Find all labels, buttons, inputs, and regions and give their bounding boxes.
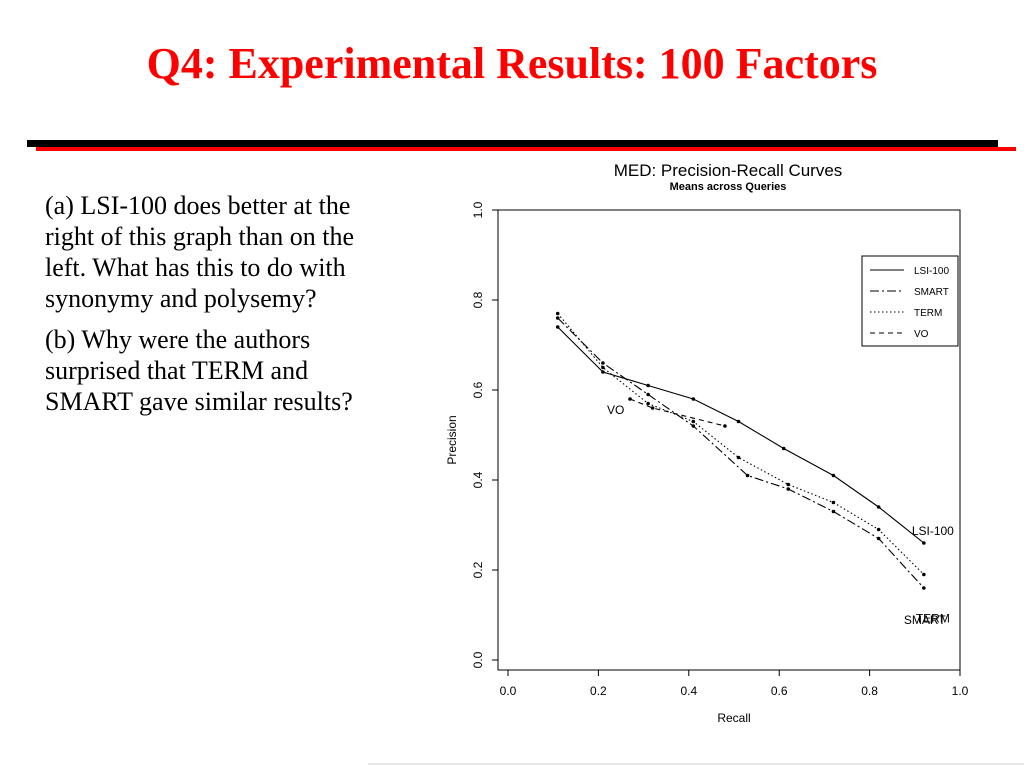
- series-line-lsi-100: [557, 326, 925, 544]
- series-end-label-smart: SMART: [904, 613, 946, 627]
- chart-subtitle: Means across Queries: [670, 181, 787, 193]
- x-tick-label: 1.0: [952, 684, 969, 698]
- data-point-term: [876, 527, 881, 532]
- precision-recall-chart: MED: Precision-Recall Curves Means acros…: [445, 161, 969, 725]
- data-point-term: [691, 419, 696, 424]
- slide-title: Q4: Experimental Results: 100 Factors: [146, 39, 878, 88]
- x-tick-label: 0.0: [500, 684, 517, 698]
- data-point-lsi-100: [876, 505, 881, 509]
- data-point-term: [646, 401, 650, 406]
- data-point-smart: [646, 392, 650, 397]
- data-point-lsi-100: [922, 541, 926, 545]
- question-a: (a) LSI-100 does better at the right of …: [45, 191, 355, 313]
- data-point-smart: [745, 473, 750, 478]
- x-axis-label: Recall: [717, 711, 750, 725]
- series-end-label-term: TERM: [916, 612, 950, 626]
- series-line-term: [557, 313, 925, 575]
- x-tick-label: 0.4: [680, 684, 697, 698]
- data-point-smart: [876, 536, 881, 541]
- scan-edge-line: [368, 763, 1024, 765]
- series-end-label-lsi-100: LSI-100: [912, 524, 954, 538]
- data-point-term: [831, 500, 836, 505]
- legend-label-vo: VO: [914, 329, 929, 340]
- legend-label-smart: SMART: [914, 287, 949, 298]
- legend-label-lsi-100: LSI-100: [914, 266, 949, 277]
- legend-label-term: TERM: [914, 308, 942, 319]
- data-point-vo: [628, 397, 632, 401]
- data-point-lsi-100: [691, 397, 696, 401]
- x-tick-label: 0.2: [590, 684, 607, 698]
- x-tick-label: 0.6: [771, 684, 788, 698]
- legend-box: [861, 255, 959, 347]
- data-point-lsi-100: [646, 383, 650, 388]
- series-line-smart: [557, 317, 925, 589]
- question-b: (b) Why were the authors surprised that …: [45, 325, 353, 416]
- series-end-label-vo: VO: [607, 403, 624, 417]
- data-point-term: [601, 365, 605, 370]
- y-axis-label: Precision: [445, 415, 459, 464]
- data-point-smart: [786, 487, 791, 491]
- data-point-smart: [691, 424, 696, 428]
- y-tick-label: 0.4: [471, 471, 485, 488]
- data-point-smart: [831, 509, 836, 514]
- question-list: (a) LSI-100 does better at the right of …: [45, 190, 385, 427]
- data-point-lsi-100: [831, 473, 836, 478]
- data-point-smart: [555, 316, 560, 320]
- data-point-term: [922, 572, 926, 577]
- data-point-vo: [650, 406, 655, 410]
- data-point-smart: [601, 361, 605, 365]
- y-tick-label: 0.8: [471, 291, 485, 308]
- series-line-vo: [629, 398, 726, 427]
- data-point-lsi-100: [555, 325, 560, 329]
- y-tick-label: 0.0: [471, 651, 485, 668]
- data-point-lsi-100: [601, 370, 605, 374]
- data-point-term: [736, 455, 741, 460]
- title-rule-red: [36, 147, 1016, 151]
- title-rule-black: [27, 140, 998, 147]
- y-tick-label: 1.0: [471, 201, 485, 218]
- data-point-vo: [723, 424, 727, 428]
- x-tick-label: 0.8: [861, 684, 878, 698]
- data-point-term: [555, 311, 560, 316]
- data-point-smart: [922, 586, 926, 590]
- data-point-lsi-100: [736, 419, 741, 424]
- y-tick-label: 0.2: [471, 561, 485, 578]
- data-point-term: [786, 482, 791, 487]
- y-tick-label: 0.6: [471, 381, 485, 398]
- data-point-lsi-100: [781, 446, 786, 451]
- chart-title: MED: Precision-Recall Curves: [614, 161, 843, 180]
- plot-frame: [497, 209, 961, 671]
